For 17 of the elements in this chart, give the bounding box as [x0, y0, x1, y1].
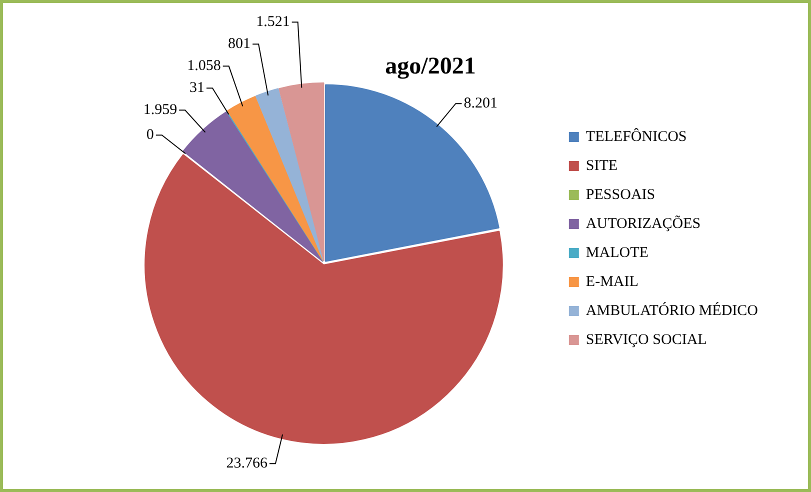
legend-label: TELEFÔNICOS [586, 128, 687, 145]
legend-label: AMBULATÓRIO MÉDICO [586, 302, 758, 319]
data-label: 801 [228, 36, 251, 52]
text: ago/2021 [385, 54, 476, 80]
data-label: 31 [189, 80, 204, 96]
data-label: 1.521 [256, 14, 290, 30]
data-label: 23.766 [226, 456, 268, 472]
legend-label: AUTORIZAÇÕES [586, 214, 701, 232]
legend-label: MALOTE [586, 244, 648, 261]
legend-label: E-MAIL [586, 274, 638, 290]
legend-label: PESSOAIS [586, 186, 656, 203]
text: 0 [146, 127, 154, 144]
legend-label: SITE [586, 158, 618, 174]
data-label: 8.201 [464, 96, 498, 112]
data-label: 1.959 [143, 102, 178, 118]
legend-label: SERVIÇO SOCIAL [586, 332, 707, 348]
data-label: 1.058 [187, 58, 221, 74]
